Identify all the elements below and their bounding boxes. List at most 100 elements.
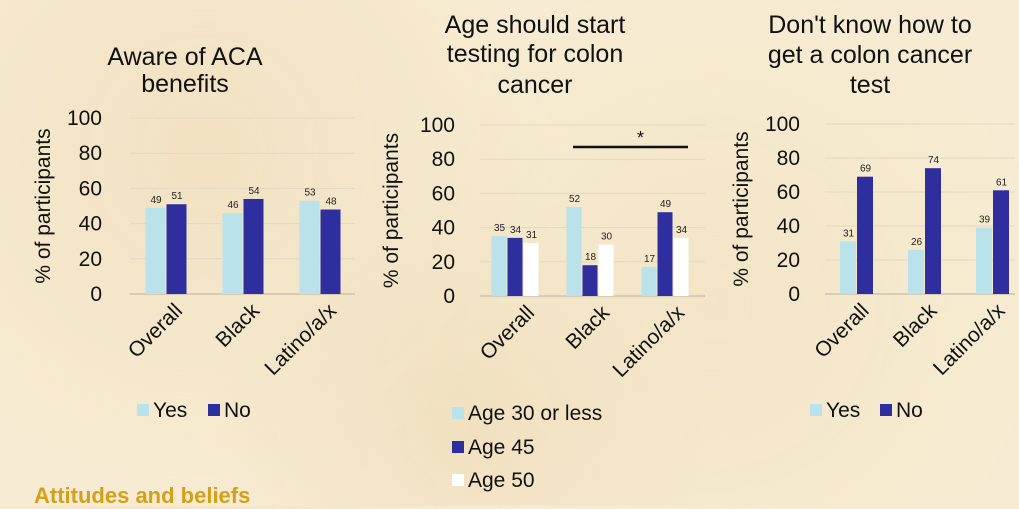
bar [993, 190, 1009, 294]
legend-swatch [452, 441, 464, 453]
data-label: 74 [928, 155, 940, 166]
legend-swatch [452, 474, 464, 486]
data-label: 26 [911, 237, 923, 248]
data-label: 52 [569, 194, 581, 205]
bar [976, 227, 992, 294]
y-tick-label: 0 [443, 285, 455, 308]
y-tick-label: 100 [420, 114, 455, 137]
y-tick-label: 0 [90, 283, 102, 306]
y-tick-label: 80 [777, 147, 800, 170]
y-axis-title: % of participants [32, 128, 55, 283]
y-axis-title: % of participants [730, 131, 753, 286]
y-tick-label: 100 [67, 107, 102, 130]
category-label: Latino/a/x [929, 299, 1010, 380]
y-tick-label: 0 [788, 283, 800, 306]
legend-item: Yes [810, 399, 860, 422]
legend-label: Age 45 [468, 436, 535, 459]
bar [166, 204, 187, 294]
legend-label: Yes [826, 399, 860, 422]
category-label: Black [561, 301, 614, 354]
y-tick-label: 20 [777, 249, 800, 272]
legend-label: Yes [153, 399, 187, 422]
chart-title: Age should start testing for colon cancer [445, 11, 626, 99]
bar [491, 236, 507, 296]
bar [908, 249, 924, 294]
category-label: Overall [476, 301, 539, 364]
legend-swatch [137, 404, 149, 416]
y-tick-label: 60 [777, 181, 800, 204]
legend-label: Age 50 [468, 469, 535, 492]
chart-title-line: test [850, 71, 890, 99]
bar [222, 213, 243, 294]
data-label: 49 [660, 199, 672, 210]
legend-item: Yes [137, 399, 187, 422]
chart-title-line: benefits [141, 70, 229, 98]
legend: Yes No [810, 399, 923, 422]
data-label: 18 [585, 252, 597, 263]
legend-item: No [208, 399, 251, 422]
chart-title-line: Age should start [445, 11, 626, 39]
legend: Age 30 or less Age 45 Age 50 [452, 402, 602, 492]
bar [507, 237, 523, 296]
bar [857, 176, 873, 294]
bar [243, 198, 264, 294]
data-label: 39 [979, 215, 991, 226]
bar [641, 266, 657, 296]
bar [566, 207, 582, 296]
significance-marker: * [637, 128, 644, 148]
bar [299, 200, 320, 294]
y-tick-label: 20 [79, 248, 102, 271]
chart-2: Age should start testing for colon cancer 0… [380, 11, 705, 492]
data-label: 31 [843, 228, 855, 239]
category-label: Overall [810, 299, 873, 362]
legend-label: No [224, 399, 251, 422]
y-tick-label: 40 [79, 213, 102, 236]
category-label: Latino/a/x [608, 301, 689, 382]
chart-1: Aware of ACA benefits 0 20 40 60 80 100 % of par… [32, 43, 355, 422]
data-label: 34 [510, 225, 522, 236]
data-label: 51 [171, 191, 183, 202]
legend-label: Age 30 or less [468, 402, 602, 425]
legend: Yes No [137, 399, 251, 422]
y-axis-title: % of participants [380, 133, 403, 288]
y-tick-label: 80 [79, 142, 102, 165]
legend-item: Age 45 [452, 436, 535, 459]
chart-title-line: Don't know how to [768, 11, 972, 39]
bar [523, 242, 539, 296]
chart-title-line: testing for colon [447, 40, 624, 68]
bar [320, 209, 341, 294]
chart-title: Aware of ACA benefits [107, 43, 263, 98]
legend-label: No [896, 399, 923, 422]
data-label: 31 [526, 230, 538, 241]
y-tick-label: 80 [432, 148, 455, 171]
data-label: 17 [644, 254, 656, 265]
legend-swatch [810, 404, 822, 416]
category-label: Latino/a/x [260, 299, 341, 380]
legend-item: Age 30 or less [452, 402, 602, 425]
y-tick-label: 40 [777, 215, 800, 238]
bar [598, 244, 614, 296]
chart-title-line: Aware of ACA [107, 43, 263, 71]
legend-swatch [452, 407, 464, 419]
chart-title-line: get a colon cancer [768, 41, 972, 69]
category-label: Black [211, 299, 264, 352]
category-label: Overall [124, 299, 187, 362]
legend-item: Age 50 [452, 469, 535, 492]
data-label: 61 [996, 177, 1008, 188]
bar [145, 207, 166, 294]
data-label: 46 [227, 200, 239, 211]
data-label: 49 [150, 195, 162, 206]
y-tick-label: 100 [765, 113, 800, 136]
chart-title-line: cancer [497, 71, 572, 99]
bar [840, 241, 856, 294]
section-heading: Attitudes and beliefs [34, 483, 251, 508]
bar [657, 212, 673, 296]
y-tick-label: 40 [432, 217, 455, 240]
chart-title: Don't know how to get a colon cancer test [768, 11, 972, 99]
bar [925, 168, 941, 294]
data-label: 34 [676, 225, 688, 236]
y-tick-label: 60 [79, 177, 102, 200]
data-label: 69 [860, 164, 872, 175]
data-label: 53 [304, 188, 316, 199]
